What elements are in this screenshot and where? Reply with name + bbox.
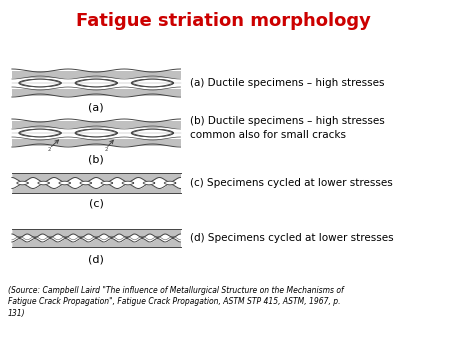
Polygon shape: [164, 181, 176, 185]
Text: 2: 2: [48, 147, 51, 152]
Text: (c): (c): [89, 199, 104, 209]
Polygon shape: [75, 129, 117, 137]
Text: (a) Ductile specimens – high stresses: (a) Ductile specimens – high stresses: [190, 78, 385, 88]
Ellipse shape: [131, 129, 174, 137]
Ellipse shape: [19, 129, 61, 137]
Text: (d) Specimens cycled at lower stresses: (d) Specimens cycled at lower stresses: [190, 233, 394, 243]
Text: Fatigue striation morphology: Fatigue striation morphology: [76, 12, 371, 30]
Text: (b) Ductile specimens – high stresses
common also for small cracks: (b) Ductile specimens – high stresses co…: [190, 116, 385, 140]
Polygon shape: [19, 129, 61, 137]
Ellipse shape: [131, 79, 174, 87]
Ellipse shape: [19, 79, 61, 87]
Polygon shape: [131, 129, 174, 137]
Polygon shape: [17, 181, 28, 185]
Text: 2: 2: [104, 147, 108, 152]
Polygon shape: [19, 79, 61, 87]
Ellipse shape: [75, 79, 117, 87]
Polygon shape: [143, 181, 155, 185]
Ellipse shape: [75, 129, 117, 137]
Text: (a): (a): [88, 103, 104, 113]
Polygon shape: [101, 181, 112, 185]
Polygon shape: [131, 79, 174, 87]
Polygon shape: [122, 181, 134, 185]
Text: (d): (d): [88, 254, 104, 264]
Text: (Source: Campbell Laird "The influence of Metallurgical Structure on the Mechani: (Source: Campbell Laird "The influence o…: [8, 286, 343, 318]
Polygon shape: [80, 181, 91, 185]
Text: (b): (b): [88, 155, 104, 165]
Text: (c) Specimens cycled at lower stresses: (c) Specimens cycled at lower stresses: [190, 178, 393, 188]
Polygon shape: [59, 181, 70, 185]
Polygon shape: [75, 79, 117, 87]
Polygon shape: [38, 181, 50, 185]
